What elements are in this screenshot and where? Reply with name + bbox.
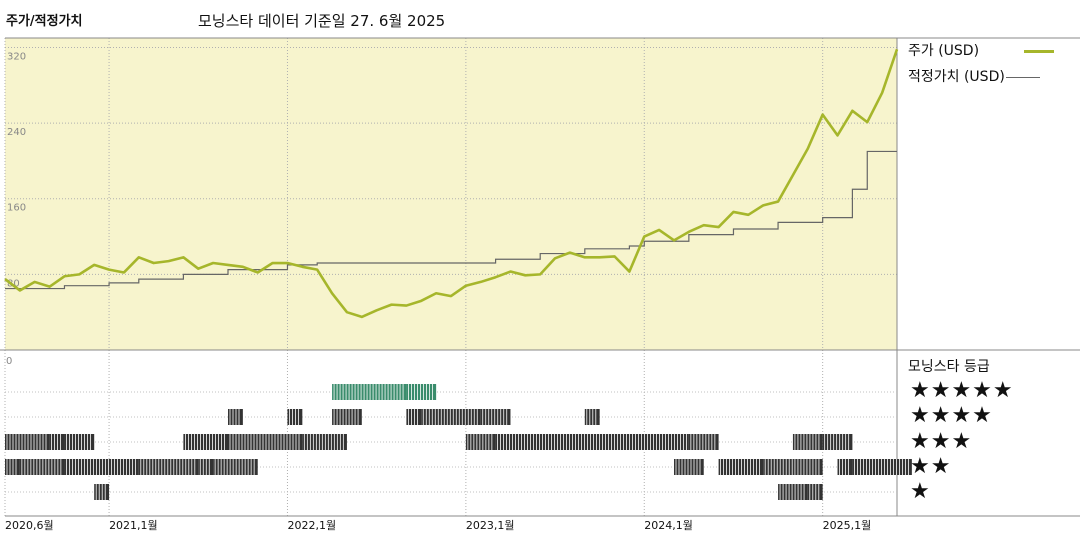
rating-y-tick-label: 0 [6, 356, 12, 367]
rating-band-5-star [406, 384, 437, 400]
x-tick-label: 2022,1월 [287, 519, 336, 532]
rating-band-3-star [822, 434, 853, 450]
legend-price: 주가 (USD) [908, 40, 1054, 60]
star-row-3: ★★★ [910, 429, 973, 454]
star-row-5: ★★★★★ [910, 378, 1014, 403]
rating-title: 모닝스타 등급 [908, 359, 990, 375]
x-tick-label: 2025,1월 [823, 519, 872, 532]
rating-band-2-star [674, 459, 704, 475]
rating-band-4-star [421, 409, 481, 425]
star-row-4: ★★★★ [910, 403, 993, 428]
price-line [4, 48, 899, 319]
rating-band-3-star [465, 434, 496, 450]
rating-band-3-star [64, 434, 95, 450]
chart-subtitle: 모닝스타 데이터 기준일 27. 6월 2025 [198, 12, 446, 30]
legend-fair-value-label: 적정가치 (USD) [908, 69, 1005, 85]
chart-title: 주가/적정가치 [6, 14, 83, 29]
plot-background [5, 38, 897, 350]
rating-band-3-star [688, 434, 719, 450]
rating-band-4-star [332, 409, 362, 425]
rating-band-3-star [792, 434, 823, 450]
legend-fair-value: 적정가치 (USD) [908, 66, 1040, 86]
y-tick-label: 240 [7, 127, 26, 138]
rating-band-2-star [852, 459, 912, 475]
y-tick-label: 320 [7, 51, 26, 62]
legend-price-swatch [1023, 49, 1054, 53]
rating-band-4-star [480, 409, 511, 425]
x-tick-label: 2023,1월 [466, 519, 515, 532]
rating-band-2-star [138, 459, 199, 475]
legend-price-label: 주가 (USD) [908, 43, 980, 59]
legend-fair-value-swatch [1005, 76, 1040, 78]
x-tick-label: 2021,1월 [109, 519, 158, 532]
x-tick-label: 2024,1월 [644, 519, 693, 532]
x-tick-label: 2020,6월 [5, 519, 54, 532]
star-row-2: ★★ [910, 454, 952, 479]
rating-band-1-star [778, 484, 808, 500]
fair-value-line [5, 150, 897, 290]
y-tick-label: 160 [7, 203, 26, 214]
star-row-1: ★ [910, 479, 931, 504]
rating-band-2-star [792, 459, 823, 475]
rating-band-3-star [495, 434, 689, 450]
